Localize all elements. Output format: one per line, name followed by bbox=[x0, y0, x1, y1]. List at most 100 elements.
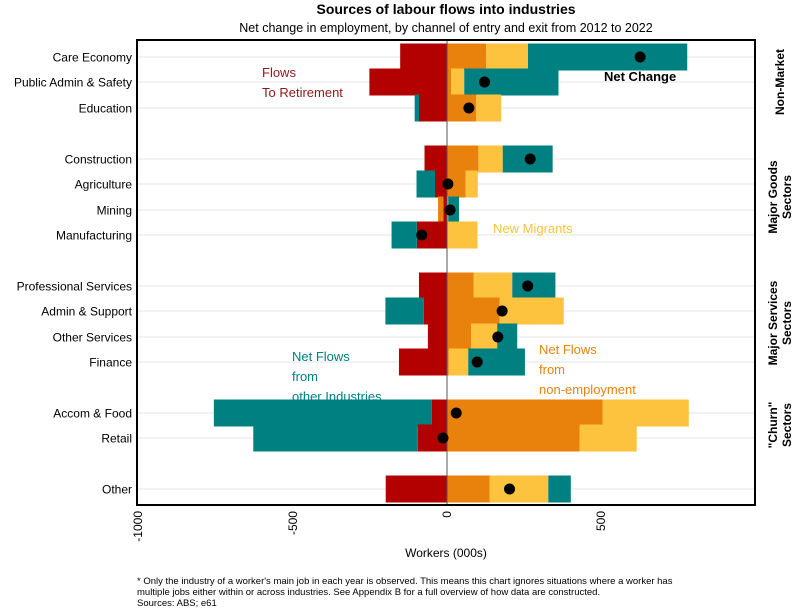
bar-nonemployment bbox=[438, 196, 444, 224]
bar-industries bbox=[414, 94, 419, 122]
bar-nonemployment bbox=[447, 43, 487, 71]
x-tick-label: -500 bbox=[286, 511, 300, 535]
annotation-non-employment: Net Flows bbox=[539, 342, 597, 357]
bar-nonemployment bbox=[447, 424, 580, 452]
category-label: Agriculture bbox=[75, 178, 133, 192]
bar-migrants bbox=[499, 297, 564, 325]
bar-migrants bbox=[486, 43, 529, 71]
net-change-dot bbox=[492, 331, 504, 343]
category-label: Mining bbox=[97, 204, 132, 218]
annotation-retirement: To Retirement bbox=[262, 85, 343, 100]
net-change-dot bbox=[442, 178, 454, 190]
chart-subtitle: Net change in employment, by channel of … bbox=[239, 21, 652, 35]
bar-nonemployment bbox=[447, 323, 472, 351]
net-change-dot bbox=[524, 153, 536, 165]
bar-retirement bbox=[418, 272, 447, 300]
category-label: Construction bbox=[65, 153, 132, 167]
bar-retirement bbox=[434, 170, 447, 198]
bar-industries bbox=[512, 272, 556, 300]
x-tick-label: -1000 bbox=[131, 511, 145, 542]
bar-industries bbox=[391, 221, 417, 249]
bar-nonemployment bbox=[447, 475, 490, 503]
category-label: Accom & Food bbox=[53, 407, 132, 421]
category-label: Admin & Support bbox=[41, 305, 132, 319]
bar-industries bbox=[416, 170, 435, 198]
net-change-dot bbox=[450, 407, 462, 419]
net-change-dot bbox=[504, 483, 516, 495]
category-label: Education bbox=[79, 102, 132, 116]
category-label: Other bbox=[102, 483, 132, 497]
net-change-dot bbox=[479, 76, 491, 88]
bar-retirement bbox=[385, 475, 447, 503]
footnote-line-2: multiple jobs either within or across in… bbox=[137, 587, 601, 598]
group-label: "Churn" bbox=[766, 402, 780, 449]
group-label: Major Goods bbox=[766, 160, 780, 234]
bar-retirement bbox=[424, 145, 447, 173]
bar-retirement bbox=[431, 399, 447, 427]
bar-industries bbox=[213, 399, 432, 427]
chart-title: Sources of labour flows into industries bbox=[316, 1, 575, 17]
bar-industries bbox=[497, 323, 518, 351]
category-label: Public Admin & Safety bbox=[14, 76, 132, 90]
footnote-sources: Sources: ABS; e61 bbox=[137, 598, 217, 609]
bar-nonemployment bbox=[447, 348, 449, 376]
category-label: Finance bbox=[89, 356, 132, 370]
bar-migrants bbox=[448, 348, 469, 376]
footnote-line-1: * Only the industry of a worker's main j… bbox=[137, 576, 673, 587]
bar-migrants bbox=[451, 68, 465, 96]
net-change-dot bbox=[522, 280, 534, 292]
annotation-non-employment: from bbox=[539, 362, 565, 377]
bar-migrants bbox=[473, 272, 513, 300]
category-label: Retail bbox=[101, 432, 132, 446]
bar-nonemployment bbox=[447, 399, 603, 427]
plot-frame bbox=[136, 39, 756, 506]
bar-nonemployment bbox=[447, 68, 452, 96]
group-label: Non-Market bbox=[773, 49, 787, 115]
category-label: Manufacturing bbox=[56, 229, 132, 243]
bar-migrants bbox=[489, 475, 549, 503]
bar-industries bbox=[464, 68, 559, 96]
bar-nonemployment bbox=[447, 272, 474, 300]
bar-migrants bbox=[447, 221, 478, 249]
annotation-new-migrants: New Migrants bbox=[493, 221, 573, 236]
annotation-retirement: Flows bbox=[262, 65, 296, 80]
x-tick-label: 500 bbox=[594, 511, 608, 531]
bar-industries bbox=[253, 424, 418, 452]
x-axis-label: Workers (000s) bbox=[405, 546, 487, 560]
bar-nonemployment bbox=[447, 145, 479, 173]
net-change-dot bbox=[444, 204, 456, 216]
annotation-non-employment: non-employment bbox=[539, 382, 636, 397]
bar-industries bbox=[548, 475, 571, 503]
annotation-industries: other Industries bbox=[292, 389, 382, 404]
annotation-net-change: Net Change bbox=[604, 69, 676, 84]
bar-migrants bbox=[465, 170, 478, 198]
group-label: Sectors bbox=[780, 403, 794, 447]
net-change-dot bbox=[496, 305, 508, 317]
group-label: Major Services bbox=[766, 280, 780, 365]
x-tick-label: 0 bbox=[440, 511, 454, 518]
bar-migrants bbox=[579, 424, 637, 452]
net-change-dot bbox=[437, 432, 449, 444]
bar-industries bbox=[385, 297, 424, 325]
bar-retirement bbox=[427, 323, 447, 351]
category-label: Care Economy bbox=[53, 51, 132, 65]
group-label: Sectors bbox=[780, 175, 794, 219]
bar-migrants bbox=[476, 94, 502, 122]
bar-nonemployment bbox=[447, 170, 466, 198]
bar-nonemployment bbox=[447, 297, 500, 325]
net-change-dot bbox=[634, 51, 646, 63]
annotation-industries: from bbox=[292, 369, 318, 384]
bar-retirement bbox=[423, 297, 447, 325]
footnote: * Only the industry of a worker's main j… bbox=[137, 576, 797, 609]
bar-retirement bbox=[400, 43, 447, 71]
group-label: Sectors bbox=[780, 301, 794, 345]
category-label: Professional Services bbox=[17, 280, 132, 294]
bar-migrants bbox=[602, 399, 689, 427]
bar-retirement bbox=[398, 348, 447, 376]
bar-retirement bbox=[418, 94, 447, 122]
bar-industries bbox=[528, 43, 688, 71]
net-change-dot bbox=[471, 356, 483, 368]
bar-retirement bbox=[369, 68, 447, 96]
bar-migrants bbox=[478, 145, 503, 173]
